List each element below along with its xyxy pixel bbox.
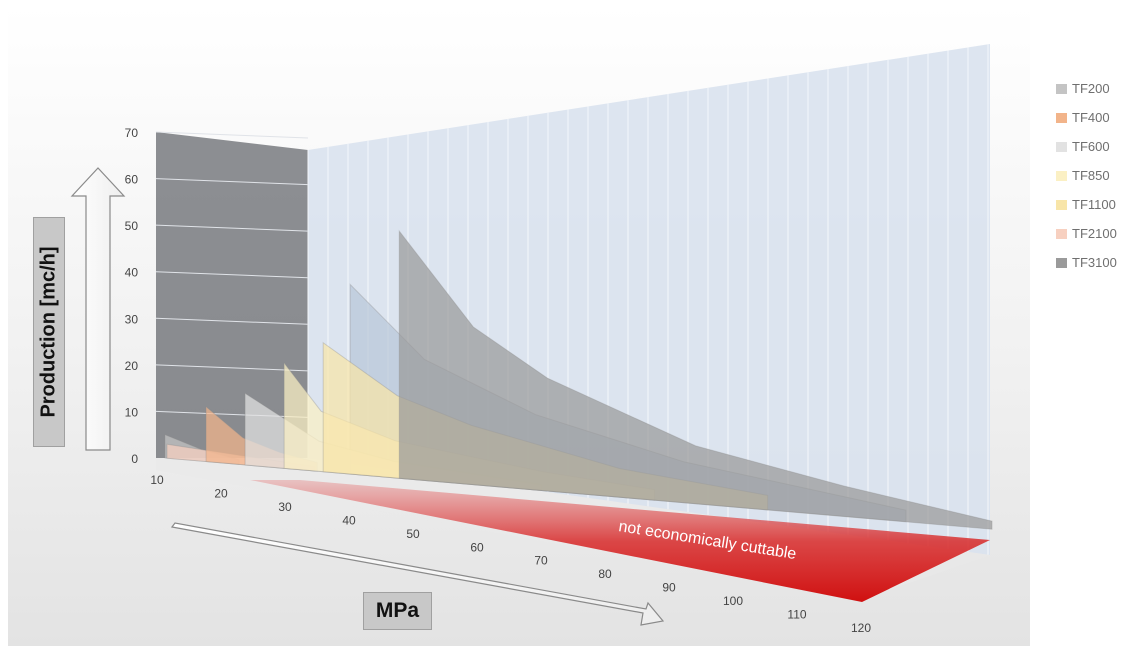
legend-label: TF850 — [1072, 168, 1110, 183]
legend: TF200 TF400 TF600 TF850 TF1100 TF2100 TF3100 — [1056, 80, 1131, 283]
x-tick-label: 30 — [278, 500, 292, 514]
legend-item-tf1100: TF1100 — [1056, 196, 1131, 225]
legend-item-tf2100: TF2100 — [1056, 225, 1131, 254]
legend-swatch — [1056, 200, 1067, 210]
legend-label: TF1100 — [1072, 197, 1116, 212]
x-tick-label: 100 — [723, 594, 743, 608]
x-tick-label: 20 — [214, 486, 228, 500]
horizontal-gridlines — [155, 131, 309, 418]
x-tick-labels: 10 20 30 40 50 60 70 80 90 100 110 120 — [150, 473, 871, 635]
legend-label: TF600 — [1072, 139, 1110, 154]
back-wall-dark — [156, 132, 308, 458]
x-tick-label: 40 — [342, 513, 356, 527]
series-bands — [164, 229, 993, 530]
x-tick-label: 50 — [406, 527, 420, 541]
x-axis-arrow — [170, 522, 665, 626]
y-tick-label: 40 — [125, 266, 139, 280]
legend-label: TF3100 — [1072, 255, 1117, 270]
x-tick-label: 10 — [150, 473, 164, 487]
y-axis-title-box: Production [mc/h] — [33, 217, 65, 447]
y-tick-label: 0 — [131, 452, 138, 466]
legend-item-tf600: TF600 — [1056, 138, 1131, 167]
legend-label: TF200 — [1072, 81, 1110, 96]
gridline — [155, 224, 309, 232]
y-tick-label: 30 — [125, 312, 139, 326]
x-tick-label: 90 — [662, 581, 676, 595]
legend-swatch — [1056, 113, 1067, 123]
gridline — [155, 364, 309, 372]
x-axis-title: MPa — [363, 592, 432, 630]
x-tick-label: 80 — [598, 567, 612, 581]
x-tick-label: 110 — [787, 608, 806, 622]
y-tick-label: 70 — [125, 126, 139, 140]
legend-item-tf850: TF850 — [1056, 167, 1131, 196]
not-economical-zone — [250, 480, 990, 602]
y-tick-label: 10 — [125, 405, 139, 419]
legend-item-tf400: TF400 — [1056, 109, 1131, 138]
x-tick-label: 120 — [851, 621, 871, 635]
legend-label: TF400 — [1072, 110, 1110, 125]
y-tick-label: 20 — [125, 359, 139, 373]
legend-swatch — [1056, 171, 1067, 181]
legend-swatch — [1056, 258, 1067, 268]
legend-swatch — [1056, 229, 1067, 239]
legend-label: TF2100 — [1072, 226, 1117, 241]
gridline — [155, 178, 309, 186]
x-tick-label: 70 — [534, 554, 548, 568]
x-tick-label: 60 — [470, 540, 484, 554]
y-tick-labels: 0 10 20 30 40 50 60 70 — [125, 126, 139, 466]
legend-item-tf200: TF200 — [1056, 80, 1131, 109]
y-axis-arrow — [70, 167, 126, 451]
series-band-tf3100 — [398, 229, 993, 530]
y-tick-label: 60 — [125, 173, 139, 187]
gridline — [155, 131, 309, 139]
legend-item-tf3100: TF3100 — [1056, 254, 1131, 283]
gridline — [155, 410, 309, 418]
y-axis-title: Production [mc/h] — [37, 246, 60, 418]
y-tick-label: 50 — [125, 219, 139, 233]
gridline — [155, 317, 309, 325]
gridline — [155, 271, 309, 279]
legend-swatch — [1056, 142, 1067, 152]
legend-swatch — [1056, 84, 1067, 94]
